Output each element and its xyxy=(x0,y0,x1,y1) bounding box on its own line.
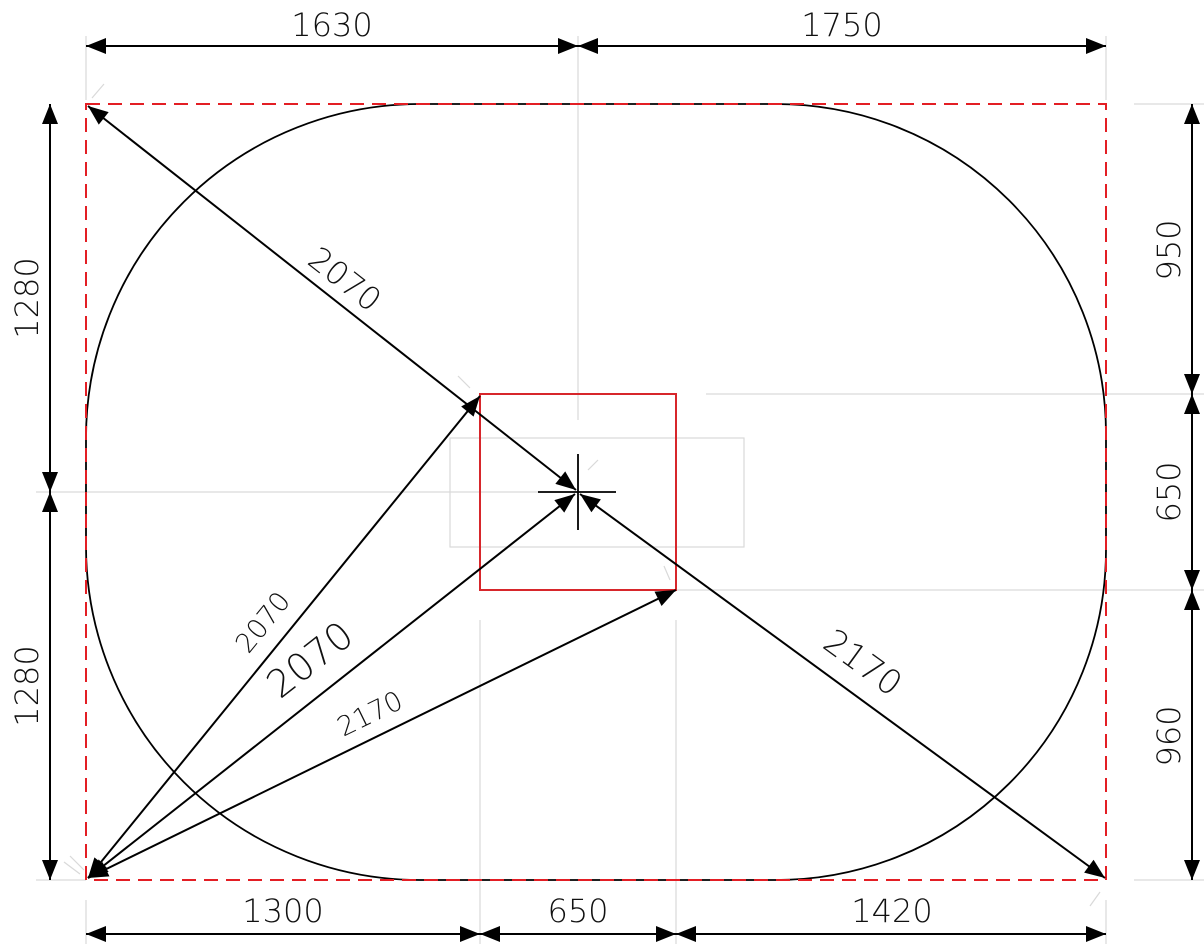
diagonal-dimension-lines xyxy=(87,105,1106,879)
dim-bottom-left-label: 1300 xyxy=(242,892,323,930)
radius-bottom-left-outer-label: 2070 xyxy=(230,586,297,659)
dim-top-left-label: 1630 xyxy=(291,6,372,44)
dimension-labels: 1630 1750 1300 650 1420 1280 1280 950 65… xyxy=(8,6,1188,930)
dim-right-lower-label: 960 xyxy=(1150,705,1188,766)
dim-right-upper-label: 950 xyxy=(1150,219,1188,280)
radius-bottom-right-label: 2170 xyxy=(816,621,910,704)
center-cross-icon xyxy=(538,454,616,530)
dim-left-upper-label: 1280 xyxy=(8,257,46,338)
dim-bottom-right-label: 1420 xyxy=(851,892,932,930)
boundary-rectangle xyxy=(85,103,1107,881)
dim-left-lower-label: 1280 xyxy=(8,645,46,726)
dim-bottom-mid-label: 650 xyxy=(547,892,608,930)
radius-bottom-left-mount-label: 2170 xyxy=(333,685,408,743)
dim-right-mid-label: 650 xyxy=(1150,461,1188,522)
dim-top-right-label: 1750 xyxy=(801,6,882,44)
